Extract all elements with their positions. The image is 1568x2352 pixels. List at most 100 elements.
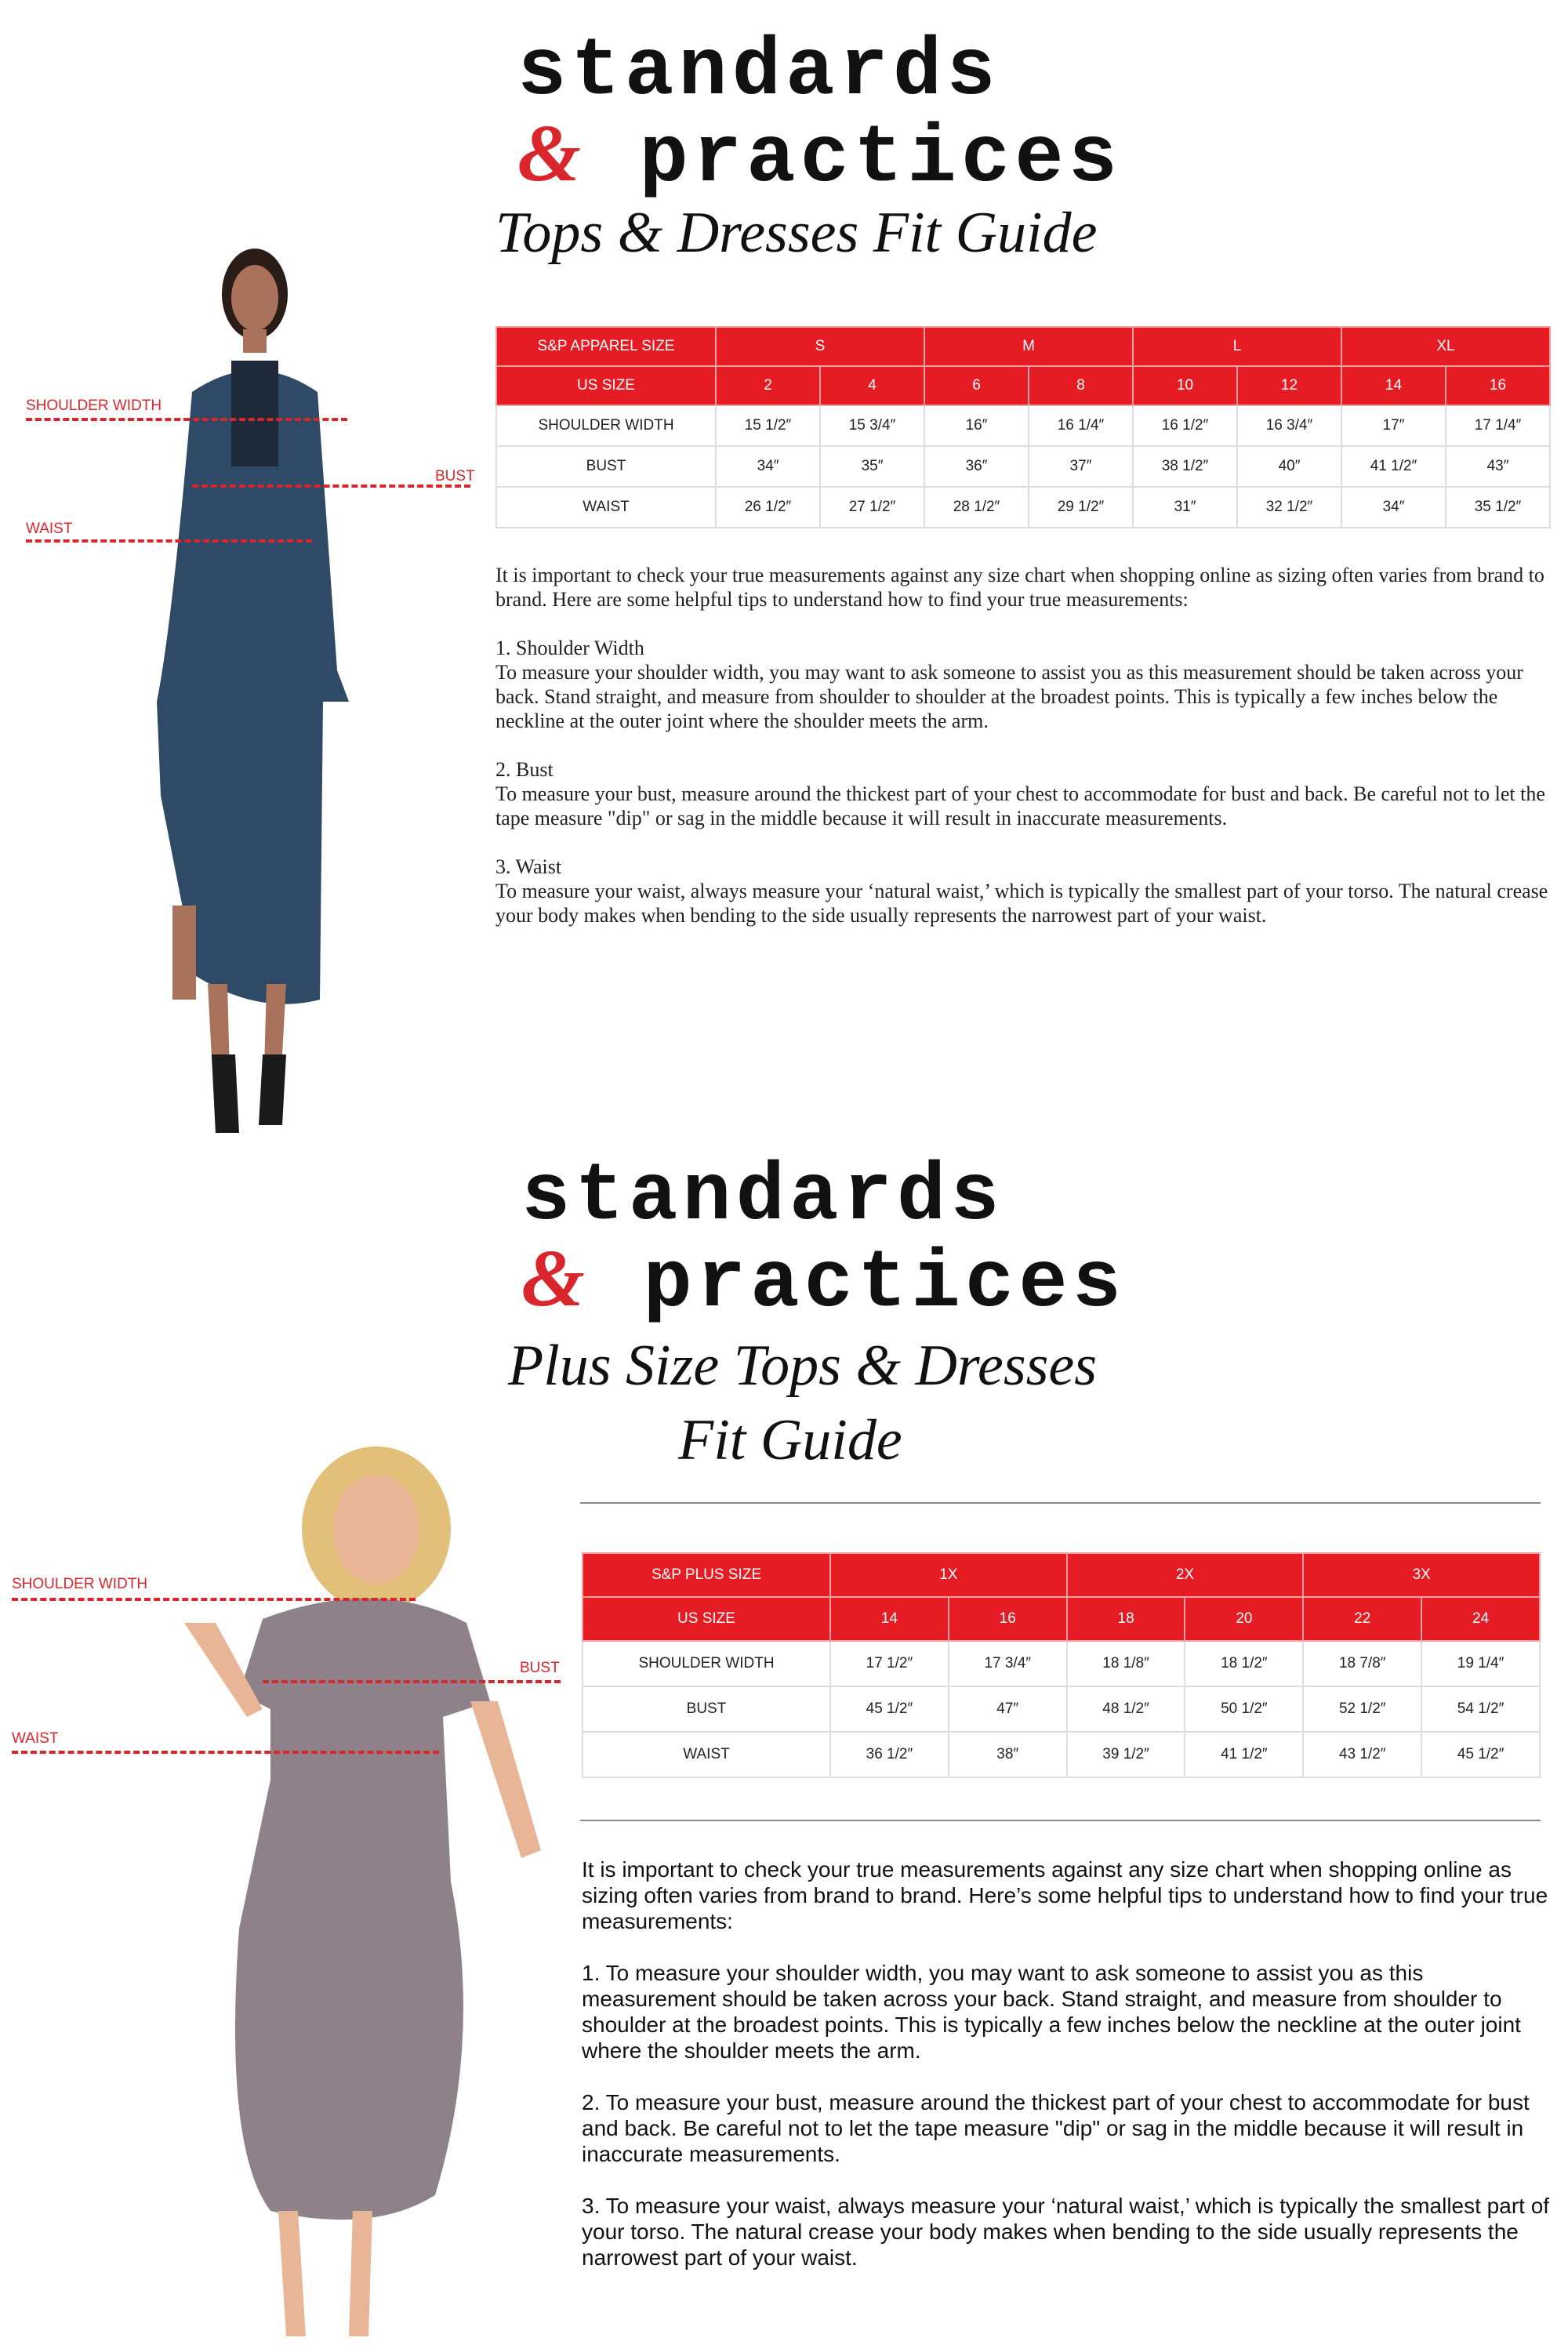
measurement-cell: 36 1/2″ [829,1731,949,1778]
size-group-row: S&P APPAREL SIZE S M L XL [495,326,1551,367]
measurement-cell: 54 1/2″ [1421,1686,1541,1733]
measurement-cell: 17″ [1341,405,1446,447]
brand-logo-2: standards & practices [521,1156,1126,1325]
measurement-cell: 48 1/2″ [1065,1686,1186,1733]
plus-size-chart-table: S&P PLUS SIZE 1X 2X 3X US SIZE 14 16 18 … [582,1552,1541,1778]
us-size-cell: 16 [1445,365,1551,406]
label-bust: BUST [435,468,475,485]
measurement-cell: 17 3/4″ [947,1640,1068,1687]
row-label: WAIST [582,1731,831,1778]
measurement-cell: 16″ [924,405,1029,447]
model-photo-mauve-dress [184,1446,541,2336]
measurement-cell: 36″ [924,445,1029,488]
measurement-cell: 38 1/2″ [1132,445,1238,488]
us-size-cell: 4 [819,365,925,406]
brand-logo: standards & practices [517,31,1122,200]
divider [580,1502,1541,1504]
us-size-cell: 6 [924,365,1029,406]
measurement-cell: 18 7/8″ [1302,1640,1423,1687]
header-cell: US SIZE [495,365,717,406]
size-group-row: S&P PLUS SIZE 1X 2X 3X [582,1552,1541,1598]
measurement-tips: It is important to check your true measu… [495,564,1548,927]
label-shoulder-width-2: SHOULDER WIDTH [12,1576,148,1592]
measurement-cell: 17 1/4″ [1445,405,1551,447]
measurement-cell: 34″ [1341,486,1446,528]
us-size-row: US SIZE 14 16 18 20 22 24 [582,1596,1541,1642]
measurement-cell: 16 1/4″ [1028,405,1134,447]
measurement-cell: 16 1/2″ [1132,405,1238,447]
us-size-cell: 10 [1132,365,1238,406]
measurement-cell: 39 1/2″ [1065,1731,1186,1778]
measurement-row: SHOULDER WIDTH 15 1/2″ 15 3/4″ 16″ 16 1/4″ 16… [495,405,1551,447]
label-waist-2: WAIST [12,1730,59,1747]
logo-line2: practices [643,1238,1127,1330]
label-shoulder-width: SHOULDER WIDTH [26,397,162,414]
header-cell: S&P PLUS SIZE [582,1552,831,1598]
logo-line1: standards [521,1151,1004,1243]
logo-line1: standards [517,26,1000,118]
us-size-cell: 16 [947,1596,1068,1642]
measurement-cell: 26 1/2″ [715,486,821,528]
measurement-cell: 29 1/2″ [1028,486,1134,528]
logo-ampersand: & [521,1233,590,1323]
measurement-cell: 35 1/2″ [1445,486,1551,528]
shoulder-measure-line-2 [12,1598,416,1601]
measurement-cell: 32 1/2″ [1236,486,1342,528]
group-cell: M [924,326,1134,367]
plus-measurement-tips: It is important to check your true measu… [582,1857,1550,2270]
group-cell: 1X [829,1552,1068,1598]
measurement-cell: 34″ [715,445,821,488]
row-label: WAIST [495,486,717,528]
measurement-cell: 18 1/8″ [1065,1640,1186,1687]
measurement-cell: 27 1/2″ [819,486,925,528]
shoulder-measure-line [26,418,347,421]
us-size-cell: 12 [1236,365,1342,406]
us-size-row: US SIZE 2 4 6 8 10 12 14 16 [495,365,1551,406]
measurement-cell: 28 1/2″ [924,486,1029,528]
group-cell: S [715,326,925,367]
us-size-cell: 2 [715,365,821,406]
header-cell: US SIZE [582,1596,831,1642]
us-size-cell: 8 [1028,365,1134,406]
measurement-cell: 41 1/2″ [1184,1731,1305,1778]
us-size-cell: 24 [1421,1596,1541,1642]
measurement-cell: 19 1/4″ [1421,1640,1541,1687]
header-cell: S&P APPAREL SIZE [495,326,717,367]
us-size-cell: 22 [1302,1596,1423,1642]
size-chart-table: S&P APPAREL SIZE S M L XL US SIZE 2 4 6 … [495,326,1551,528]
row-label: BUST [582,1686,831,1733]
model-photo-denim-dress [157,249,349,1133]
page-title: Tops & Dresses Fit Guide [495,201,1098,265]
us-size-cell: 18 [1065,1596,1186,1642]
measurement-cell: 15 3/4″ [819,405,925,447]
measurement-cell: 45 1/2″ [829,1686,949,1733]
us-size-cell: 20 [1184,1596,1305,1642]
divider [580,1820,1541,1821]
row-label: SHOULDER WIDTH [495,405,717,447]
measurement-cell: 37″ [1028,445,1134,488]
group-cell: 2X [1065,1552,1305,1598]
plus-title-line1: Plus Size Tops & Dresses [508,1334,1098,1398]
logo-ampersand: & [517,108,586,198]
row-label: BUST [495,445,717,488]
plus-title-line2: Fit Guide [678,1408,902,1472]
group-cell: XL [1341,326,1551,367]
measurement-cell: 17 1/2″ [829,1640,949,1687]
label-waist: WAIST [26,521,73,537]
measurement-cell: 38″ [947,1731,1068,1778]
group-cell: 3X [1302,1552,1541,1598]
waist-measure-line [26,539,312,543]
bust-measure-line [192,485,470,488]
measurement-cell: 18 1/2″ [1184,1640,1305,1687]
measurement-row: BUST 45 1/2″ 47″ 48 1/2″ 50 1/2″ 52 1/2″ 54 1/… [582,1686,1541,1733]
measurement-row: SHOULDER WIDTH 17 1/2″ 17 3/4″ 18 1/8″ 18 1/… [582,1640,1541,1687]
row-label: SHOULDER WIDTH [582,1640,831,1687]
measurement-cell: 52 1/2″ [1302,1686,1423,1733]
us-size-cell: 14 [1341,365,1446,406]
measurement-row: BUST 34″ 35″ 36″ 37″ 38 1/2″ 40″ 41 1/2″ 43″ [495,445,1551,488]
measurement-cell: 41 1/2″ [1341,445,1446,488]
waist-measure-line-2 [12,1751,439,1754]
measurement-cell: 45 1/2″ [1421,1731,1541,1778]
measurement-cell: 47″ [947,1686,1068,1733]
us-size-cell: 14 [829,1596,949,1642]
